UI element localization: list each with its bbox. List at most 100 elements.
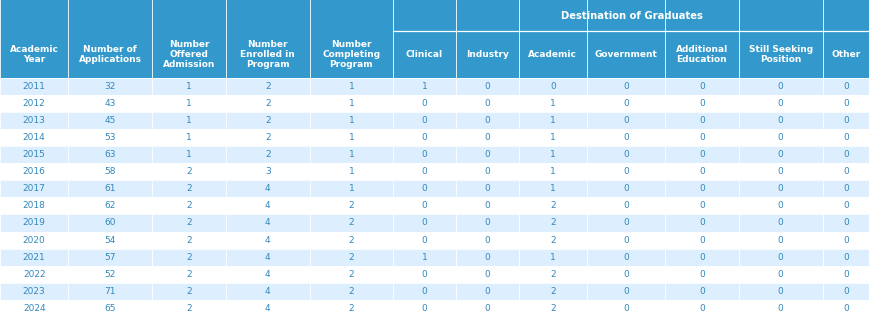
Text: 0: 0: [484, 287, 489, 296]
Text: Academic
Year: Academic Year: [10, 45, 58, 64]
Text: 1: 1: [421, 82, 427, 91]
Bar: [0, 95, 869, 112]
Text: 60: 60: [104, 218, 116, 228]
Text: 1: 1: [549, 253, 555, 262]
Text: 0: 0: [842, 236, 848, 245]
Text: Additional
Education: Additional Education: [675, 45, 727, 64]
Text: Other: Other: [831, 50, 860, 59]
Text: 71: 71: [104, 287, 116, 296]
Text: 0: 0: [549, 82, 555, 91]
Text: 4: 4: [265, 270, 270, 279]
Text: 0: 0: [421, 116, 427, 125]
Text: 1: 1: [549, 167, 555, 176]
Text: 1: 1: [186, 116, 192, 125]
Text: 0: 0: [484, 201, 489, 210]
Text: 0: 0: [698, 184, 704, 193]
Text: 0: 0: [698, 270, 704, 279]
Text: 0: 0: [777, 150, 783, 159]
Bar: [0, 146, 869, 163]
Text: 45: 45: [104, 116, 116, 125]
Text: 2: 2: [265, 150, 270, 159]
Text: 0: 0: [777, 184, 783, 193]
Text: 1: 1: [186, 150, 192, 159]
Text: 0: 0: [842, 287, 848, 296]
Text: 0: 0: [622, 99, 628, 108]
Text: Clinical: Clinical: [406, 50, 442, 59]
Bar: [0, 266, 869, 283]
Text: 1: 1: [348, 184, 354, 193]
Text: 2: 2: [186, 201, 191, 210]
Text: 2019: 2019: [23, 218, 45, 228]
Text: 2: 2: [348, 236, 354, 245]
Text: 0: 0: [698, 287, 704, 296]
Text: 0: 0: [777, 167, 783, 176]
Text: 0: 0: [622, 167, 628, 176]
Text: 0: 0: [421, 99, 427, 108]
Text: 1: 1: [348, 133, 354, 142]
Text: 2: 2: [348, 287, 354, 296]
Text: 0: 0: [421, 133, 427, 142]
Text: 0: 0: [421, 304, 427, 313]
Text: 0: 0: [421, 236, 427, 245]
Text: 2: 2: [265, 116, 270, 125]
Text: Government: Government: [594, 50, 657, 59]
Text: 2: 2: [186, 253, 191, 262]
Text: 43: 43: [104, 99, 116, 108]
Text: 0: 0: [421, 167, 427, 176]
Text: 1: 1: [348, 116, 354, 125]
Text: 2: 2: [265, 133, 270, 142]
Text: 0: 0: [484, 270, 489, 279]
Text: 0: 0: [622, 116, 628, 125]
Text: 4: 4: [265, 201, 270, 210]
Text: 0: 0: [622, 218, 628, 228]
Bar: [0, 197, 869, 214]
Text: 54: 54: [104, 236, 116, 245]
Text: 2: 2: [186, 270, 191, 279]
Text: 0: 0: [484, 150, 489, 159]
Text: 3: 3: [265, 167, 270, 176]
Text: 2022: 2022: [23, 270, 45, 279]
Bar: [0, 163, 869, 180]
Text: 2: 2: [186, 218, 191, 228]
Text: 0: 0: [777, 201, 783, 210]
Text: 1: 1: [549, 99, 555, 108]
Text: 0: 0: [698, 116, 704, 125]
Text: 2023: 2023: [23, 287, 45, 296]
Text: Industry: Industry: [465, 50, 508, 59]
Text: 2: 2: [549, 287, 555, 296]
Text: 57: 57: [104, 253, 116, 262]
Text: 1: 1: [348, 99, 354, 108]
Text: 0: 0: [484, 167, 489, 176]
Text: 2013: 2013: [23, 116, 45, 125]
Text: 2012: 2012: [23, 99, 45, 108]
Text: 2: 2: [348, 201, 354, 210]
Text: 0: 0: [842, 184, 848, 193]
Text: 1: 1: [549, 184, 555, 193]
Text: 0: 0: [777, 304, 783, 313]
Bar: [0, 112, 869, 129]
Bar: [0, 180, 869, 197]
Text: 1: 1: [421, 253, 427, 262]
Text: 2: 2: [348, 253, 354, 262]
Text: 0: 0: [842, 201, 848, 210]
Text: 2: 2: [549, 304, 555, 313]
Text: 1: 1: [186, 82, 192, 91]
Text: 0: 0: [484, 116, 489, 125]
Text: 0: 0: [698, 167, 704, 176]
Text: 0: 0: [622, 236, 628, 245]
Text: 0: 0: [777, 133, 783, 142]
Text: 1: 1: [348, 82, 354, 91]
Text: 0: 0: [842, 150, 848, 159]
Text: 2018: 2018: [23, 201, 45, 210]
Text: 2: 2: [348, 304, 354, 313]
Text: 1: 1: [186, 133, 192, 142]
Text: 0: 0: [777, 82, 783, 91]
Text: 2: 2: [348, 270, 354, 279]
Text: 0: 0: [484, 218, 489, 228]
Text: 0: 0: [484, 253, 489, 262]
Bar: [0, 300, 869, 317]
Text: 0: 0: [622, 253, 628, 262]
Text: 0: 0: [484, 133, 489, 142]
Text: 0: 0: [698, 82, 704, 91]
Text: 0: 0: [421, 270, 427, 279]
